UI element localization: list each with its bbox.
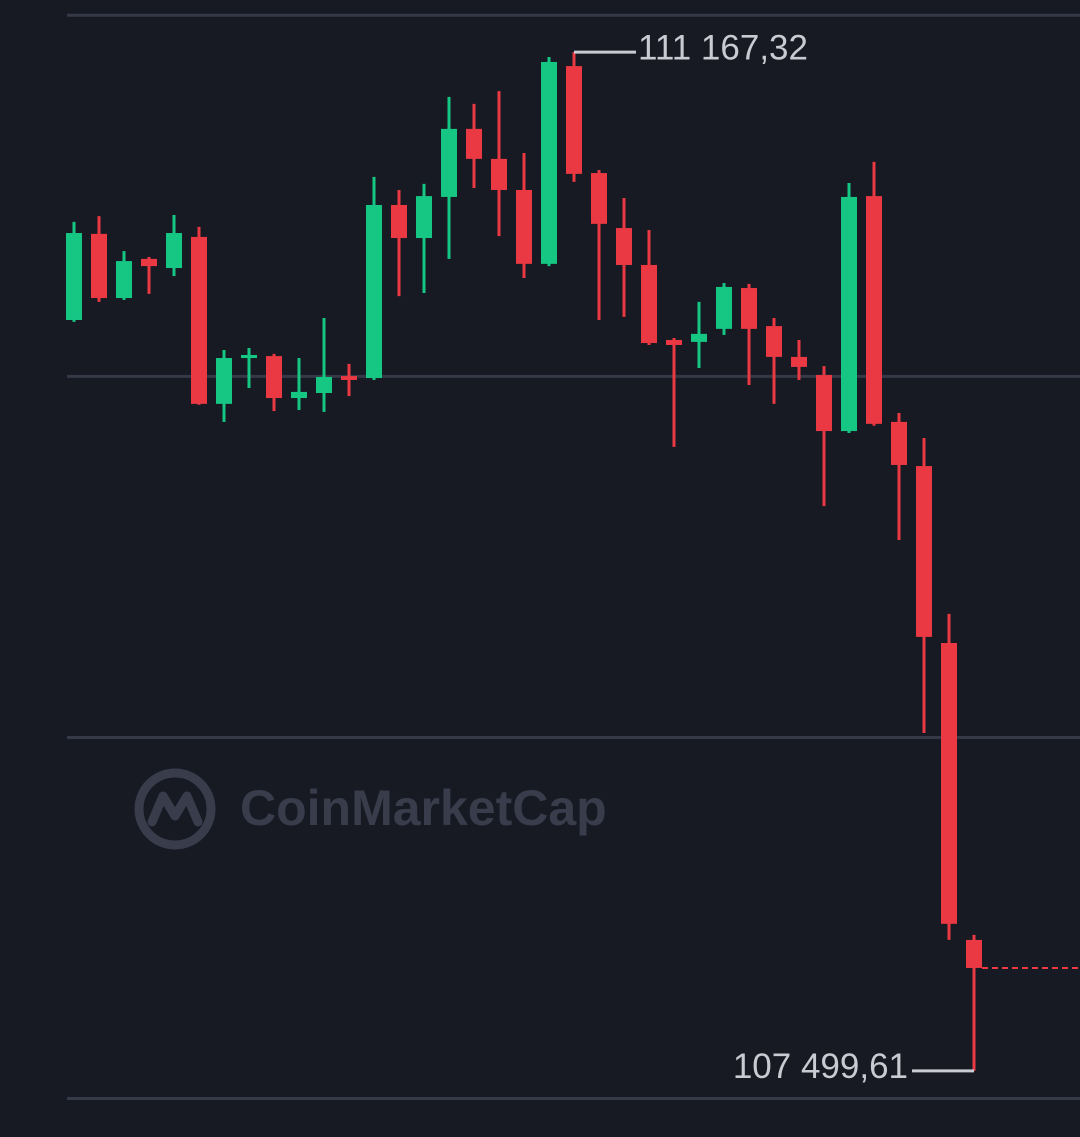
candle-body [666,339,682,345]
candle-body [641,264,657,344]
candle-body [741,288,757,329]
candle-body [116,261,132,299]
candle-body [591,173,607,224]
candle-body [616,228,632,265]
candle-body [766,326,782,357]
candle-body [66,233,82,320]
candle-body [566,66,582,174]
candle-body [441,128,457,197]
candle-body [166,233,182,269]
candle-body [541,61,557,264]
candle-body [941,643,957,924]
high-label: 111 167,32 [638,28,808,67]
candle-body [516,189,532,264]
candle-body [916,466,932,637]
candle-body [241,354,257,359]
watermark-logo [134,768,216,850]
candle-body [866,196,882,424]
candle-body [391,204,407,239]
candle-body [366,204,382,379]
candle-body [691,333,707,342]
candle-body [291,391,307,399]
low-label: 107 499,61 [733,1047,908,1086]
candle-body [316,376,332,394]
candle-body [141,258,157,267]
candle-body [466,128,482,159]
candle-body [716,286,732,329]
candle-body [266,356,282,399]
candle-body [216,358,232,404]
candle-body [891,421,907,465]
watermark: CoinMarketCap [240,780,607,836]
candle-body [841,196,857,432]
candle-body [491,158,507,190]
candle-body [416,196,432,239]
candle-body [91,233,107,299]
logo-ring [134,768,216,850]
candle-body [966,939,982,968]
candle-body [191,236,207,404]
candle-body [816,374,832,432]
logo-m [147,791,203,827]
candle-body [791,356,807,367]
candle-body [341,376,357,380]
